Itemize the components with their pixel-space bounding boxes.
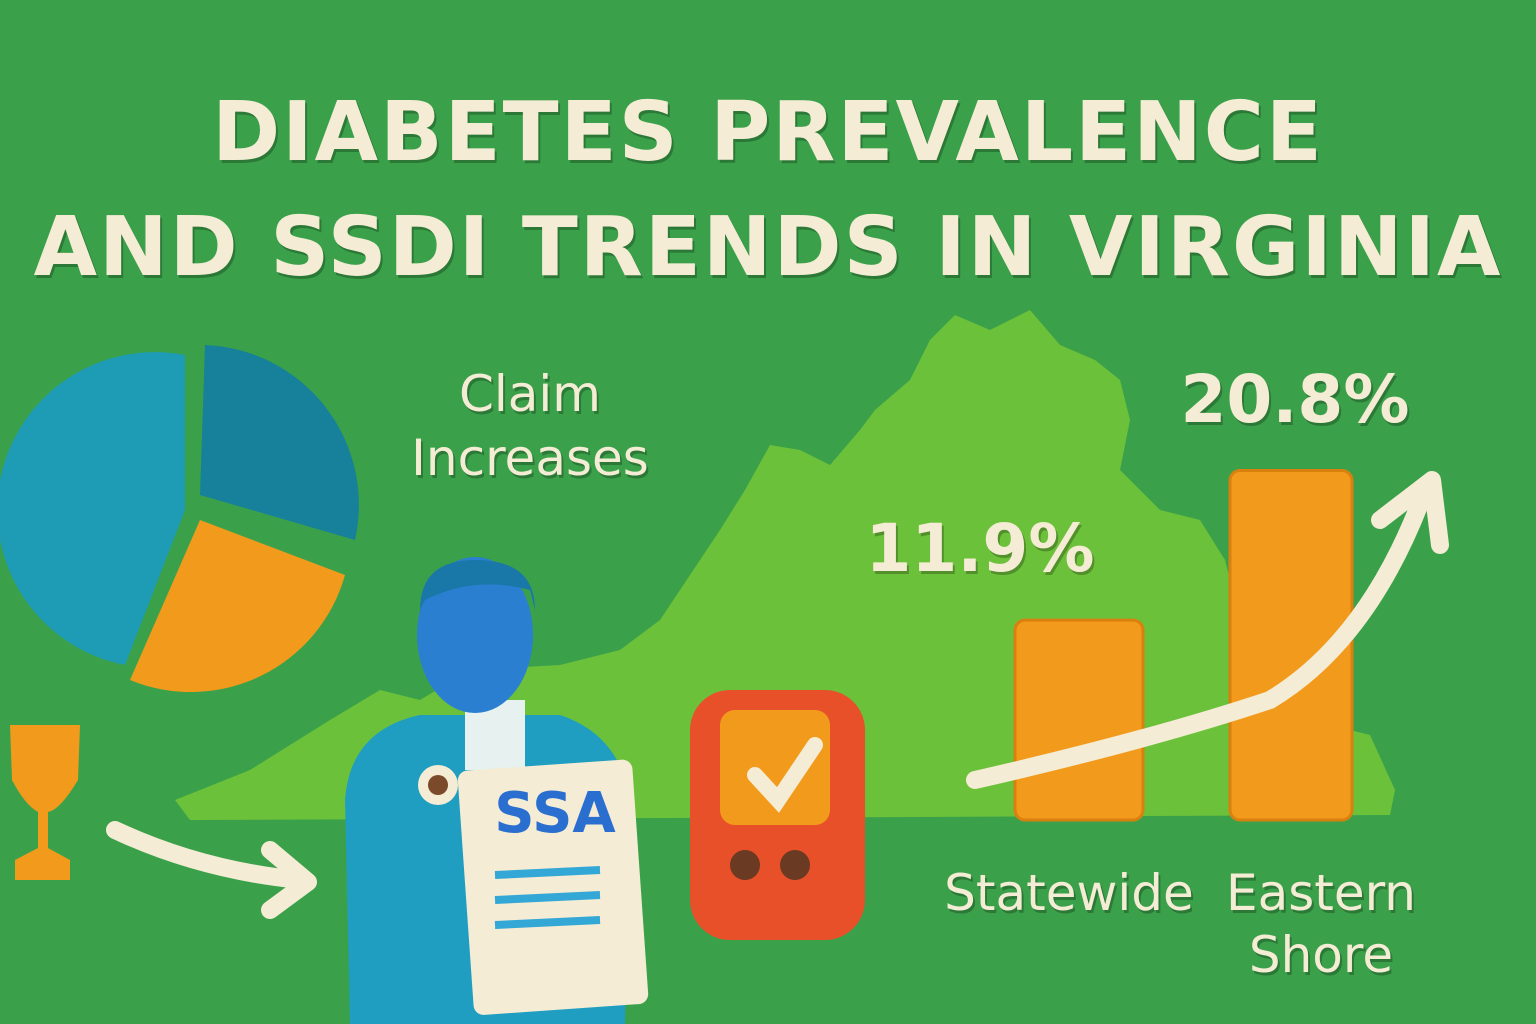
title-line: DIABETES PREVALENCE (212, 85, 1324, 180)
doctor-figure: SSA (345, 557, 649, 1024)
title-line: AND SSDI TRENDS IN VIRGINIA (33, 200, 1503, 295)
category-label: Eastern Shore (1225, 864, 1416, 984)
trend-arrow (966, 481, 1434, 789)
document-label: SSA (494, 781, 616, 846)
value-label: 20.8% (1180, 360, 1410, 438)
trophy-icon (10, 725, 80, 880)
value-label: 11.9% (865, 510, 1095, 588)
arrow-head (261, 841, 317, 919)
pie-decoration (0, 345, 359, 693)
trend-arrow-head (1371, 471, 1449, 554)
arrow-decoration (106, 821, 309, 889)
bar (1013, 618, 1145, 822)
bar (1228, 469, 1354, 822)
glucometer-icon (690, 690, 865, 940)
category-label: Statewide (944, 864, 1194, 922)
annotation: Claim Increases (411, 365, 649, 487)
